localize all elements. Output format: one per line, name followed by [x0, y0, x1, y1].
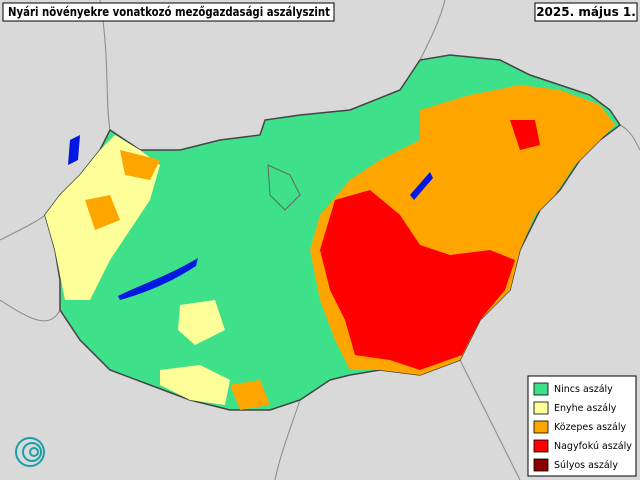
legend: Nincs aszály Enyhe aszály Közepes aszály Na… [527, 375, 637, 477]
date-frame [534, 2, 638, 22]
region-mild [160, 365, 230, 405]
title-frame [2, 2, 335, 22]
legend-label: Súlyos aszály [554, 460, 618, 471]
legend-label: Enyhe aszály [554, 403, 617, 414]
legend-swatch [533, 458, 549, 472]
map-date: 2025. május 1. [536, 5, 636, 19]
region-moderate [230, 380, 270, 410]
legend-swatch [533, 439, 549, 453]
legend-label: Nincs aszály [554, 384, 613, 395]
lake-tisza [410, 172, 433, 200]
region-moderate [85, 195, 120, 230]
map-title: Nyári növényekre vonatkozó mezőgazdasági… [8, 5, 330, 19]
legend-swatch [533, 420, 549, 434]
region-severe [320, 190, 515, 370]
lake-ferto [68, 135, 80, 165]
date-box: 2025. május 1. [534, 2, 638, 22]
legend-label: Nagyfokú aszály [554, 441, 632, 452]
logo [15, 437, 45, 467]
region-mild [178, 300, 225, 345]
lake-balaton [118, 258, 198, 300]
budapest-border [267, 164, 301, 211]
legend-swatch [533, 401, 549, 415]
region-severe [510, 120, 540, 150]
title-box: Nyári növényekre vonatkozó mezőgazdasági… [2, 2, 335, 22]
legend-label: Közepes aszály [554, 422, 626, 433]
hungary [44, 54, 622, 411]
legend-swatch [533, 382, 549, 396]
region-moderate [120, 150, 160, 180]
